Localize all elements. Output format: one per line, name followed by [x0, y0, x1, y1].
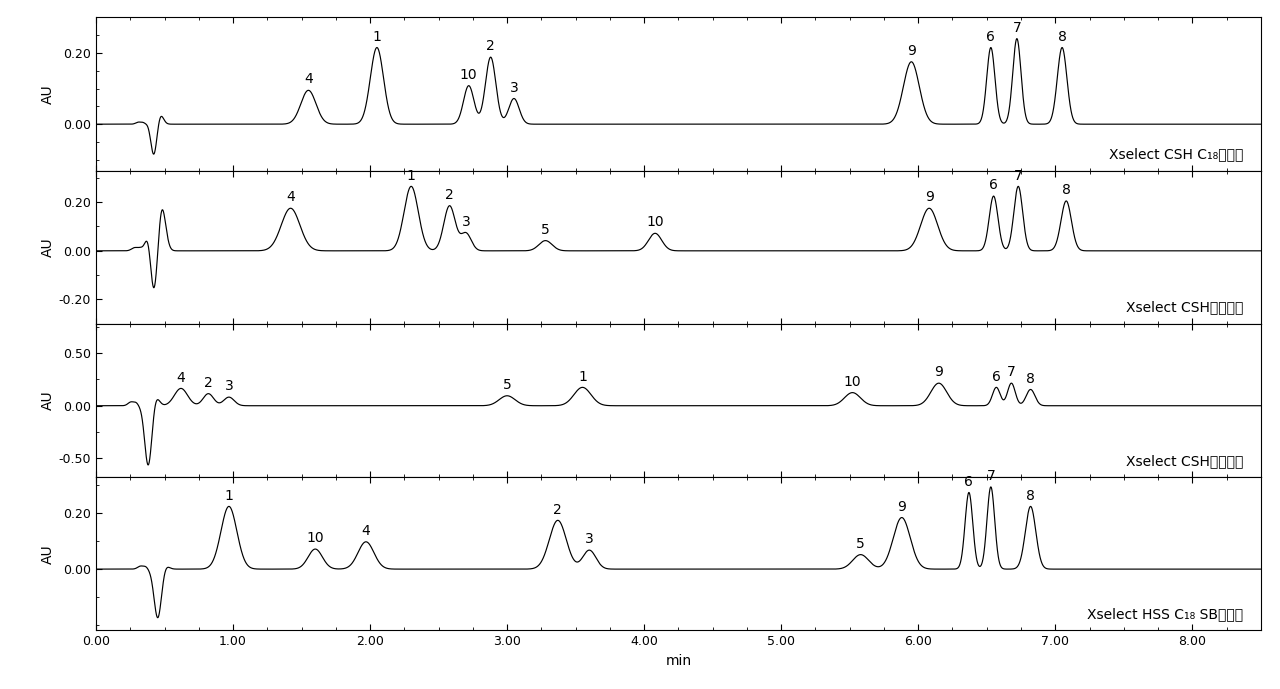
Text: 7: 7	[1012, 21, 1021, 34]
Text: 10: 10	[306, 531, 324, 545]
Text: 10: 10	[646, 216, 664, 229]
Text: 7: 7	[987, 469, 996, 483]
Text: 8: 8	[1027, 371, 1036, 386]
Text: 5: 5	[503, 378, 512, 392]
X-axis label: min: min	[666, 654, 691, 668]
Text: 3: 3	[509, 81, 518, 94]
Text: 8: 8	[1027, 489, 1036, 502]
Text: 4: 4	[305, 72, 312, 87]
Text: 3: 3	[462, 216, 470, 229]
Y-axis label: AU: AU	[41, 84, 55, 103]
Text: 4: 4	[177, 371, 186, 384]
Text: Xselect CSH苯己基柱: Xselect CSH苯己基柱	[1126, 300, 1243, 315]
Text: 7: 7	[1007, 365, 1016, 380]
Text: 8: 8	[1057, 30, 1066, 43]
Text: Xselect CSH C₁₈色谱柱: Xselect CSH C₁₈色谱柱	[1108, 147, 1243, 161]
Text: 2: 2	[553, 502, 562, 517]
Text: 9: 9	[897, 500, 906, 514]
Text: 3: 3	[585, 533, 594, 546]
Text: 2: 2	[204, 376, 212, 390]
Text: 8: 8	[1062, 183, 1070, 197]
Text: 1: 1	[372, 30, 381, 43]
Text: 1: 1	[579, 369, 588, 384]
Text: 6: 6	[989, 178, 998, 192]
Text: 7: 7	[1014, 169, 1023, 183]
Text: 6: 6	[964, 475, 973, 489]
Text: 6: 6	[987, 30, 996, 43]
Text: 4: 4	[361, 524, 370, 538]
Text: 10: 10	[460, 68, 477, 82]
Text: 9: 9	[908, 44, 915, 58]
Text: 5: 5	[856, 537, 865, 551]
Y-axis label: AU: AU	[41, 544, 55, 564]
Text: 1: 1	[224, 489, 233, 502]
Text: 6: 6	[992, 369, 1001, 384]
Y-axis label: AU: AU	[41, 391, 55, 410]
Text: 1: 1	[407, 169, 416, 183]
Text: 4: 4	[287, 190, 294, 205]
Text: 2: 2	[445, 188, 454, 202]
Text: 10: 10	[844, 375, 861, 389]
Text: 9: 9	[924, 190, 933, 205]
Text: 3: 3	[224, 379, 233, 393]
Text: 9: 9	[934, 365, 943, 380]
Text: 5: 5	[541, 223, 550, 237]
Text: Xselect CSH氟苯基柱: Xselect CSH氟苯基柱	[1126, 454, 1243, 468]
Text: 2: 2	[486, 39, 495, 53]
Text: Xselect HSS C₁₈ SB色谱柱: Xselect HSS C₁₈ SB色谱柱	[1087, 607, 1243, 621]
Y-axis label: AU: AU	[41, 238, 55, 257]
